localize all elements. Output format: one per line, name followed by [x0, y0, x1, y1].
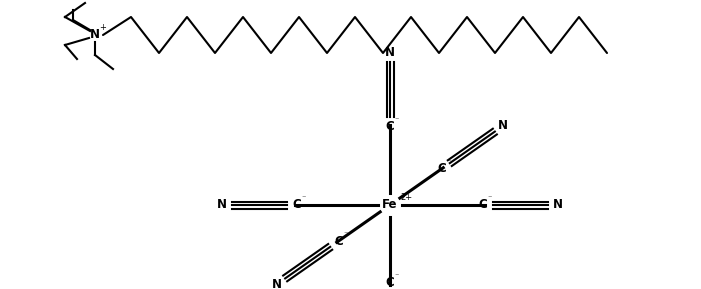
Text: C: C	[334, 235, 343, 248]
Text: +: +	[100, 23, 107, 32]
Text: N: N	[90, 29, 100, 42]
Text: C: C	[479, 199, 487, 212]
Text: C: C	[386, 121, 395, 134]
Text: N: N	[385, 45, 395, 58]
Text: ⁻: ⁻	[395, 116, 399, 125]
Text: ⁻: ⁻	[488, 194, 492, 203]
Text: Fe: Fe	[382, 199, 397, 212]
Text: ⁻: ⁻	[343, 230, 348, 239]
Text: N: N	[553, 199, 563, 212]
Text: C: C	[292, 199, 301, 212]
Text: C: C	[386, 277, 395, 289]
Text: N: N	[272, 278, 282, 289]
Text: ⁻: ⁻	[395, 271, 399, 281]
Text: ⁻: ⁻	[447, 158, 451, 166]
Text: 2+: 2+	[400, 194, 412, 203]
Text: C: C	[437, 162, 446, 175]
Text: N: N	[498, 119, 508, 132]
Text: N: N	[217, 199, 227, 212]
Text: ⁻: ⁻	[302, 194, 306, 203]
